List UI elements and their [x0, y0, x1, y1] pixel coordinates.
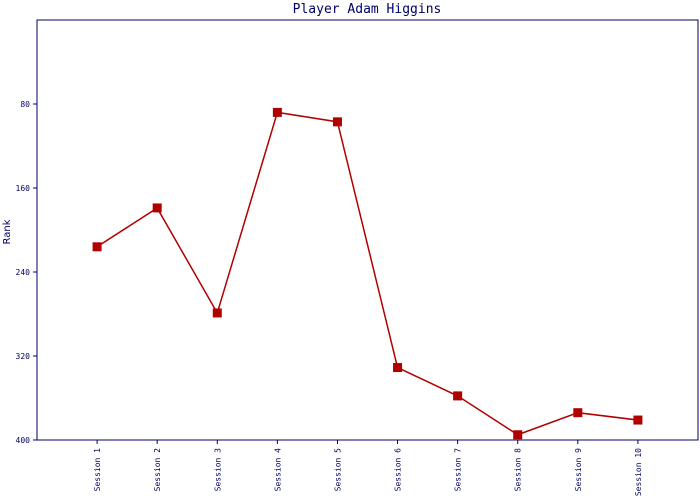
- data-line: [96, 111, 639, 436]
- y-tick-label: 320: [16, 352, 31, 361]
- data-point: [92, 242, 102, 252]
- x-tick-label: Session 10: [634, 448, 643, 496]
- y-tick-label: 240: [16, 268, 31, 277]
- data-point: [332, 117, 342, 127]
- data-point: [633, 415, 643, 425]
- data-point: [212, 308, 222, 318]
- x-tick-label: Session 3: [213, 448, 222, 492]
- data-point: [513, 430, 523, 440]
- x-tick-label: Session 9: [574, 448, 583, 492]
- x-tick-label: Session 2: [153, 448, 162, 492]
- data-point: [152, 203, 162, 213]
- x-tick-label: Session 6: [394, 448, 403, 492]
- data-point: [573, 408, 583, 418]
- x-tick-label: Session 1: [93, 448, 102, 492]
- y-tick-label: 160: [16, 184, 31, 193]
- x-tick-label: Session 4: [273, 448, 282, 492]
- x-tick-label: Session 8: [514, 448, 523, 492]
- data-point: [393, 363, 403, 373]
- y-axis-label: Rank: [2, 219, 13, 244]
- x-tick-label: Session 7: [454, 448, 463, 492]
- plot-frame: [36, 19, 699, 441]
- y-tick-label: 400: [16, 436, 31, 445]
- y-tick-label: 80: [20, 100, 30, 109]
- x-tick-label: Session 5: [333, 448, 342, 492]
- chart-title: Player Adam Higgins: [293, 2, 442, 17]
- data-point: [272, 107, 282, 117]
- data-point: [453, 391, 463, 401]
